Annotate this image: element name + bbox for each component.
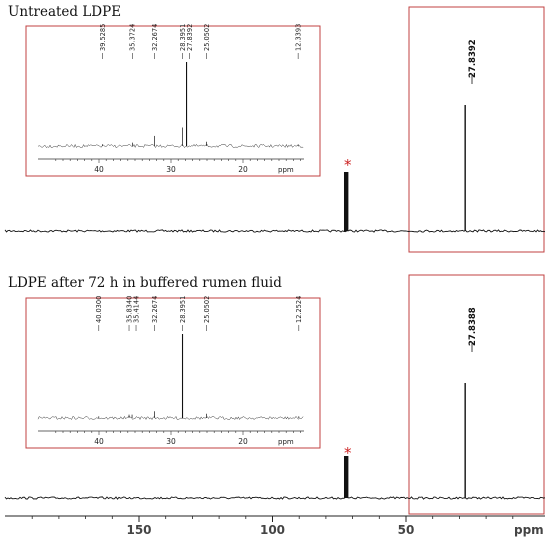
inset-peak-label: 28.3951 xyxy=(179,24,187,51)
inset-peak-label: 12.2524 xyxy=(295,296,303,323)
panel-title: LDPE after 72 h in buffered rumen fluid xyxy=(8,275,282,291)
inset-baseline xyxy=(37,143,304,149)
inset-frame xyxy=(25,297,321,449)
panel-title: Untreated LDPE xyxy=(8,4,121,20)
inset-peak-label: 32.2674 xyxy=(151,296,159,323)
starred-peak-marker: * xyxy=(344,444,352,462)
inset-frame xyxy=(25,25,321,177)
x-tick-label: 50 xyxy=(398,523,415,537)
x-tick-label: 150 xyxy=(126,523,151,537)
inset-x-unit: ppm xyxy=(278,438,294,446)
panel-untreated: Untreated LDPE 40 30 20 ppm 39.5285 35.3724 32… xyxy=(4,4,546,253)
x-axis-ticks: 150 100 50 xyxy=(31,516,514,537)
inset-peak-label: 25.0502 xyxy=(203,24,211,51)
highlight-region-frame xyxy=(408,274,545,515)
inset-x-tick-label: 20 xyxy=(238,165,248,174)
x-axis: 150 100 50 ppm xyxy=(5,515,545,537)
inset-x-tick-label: 20 xyxy=(238,437,248,446)
highlight-region-frame xyxy=(408,6,545,253)
inset-x-tick-label: 40 xyxy=(94,437,104,446)
main-spectrum xyxy=(4,105,546,233)
inset-x-tick-label: 30 xyxy=(166,437,176,446)
main-peak-label: 27.8388 xyxy=(468,307,478,346)
starred-peak xyxy=(343,172,349,231)
starred-peak xyxy=(343,456,349,498)
inset-peak-label: 25.0502 xyxy=(203,296,211,323)
inset-peak-label: 32.2674 xyxy=(151,24,159,51)
spectrum-baseline xyxy=(4,496,546,500)
inset-spectrum: 40 30 20 ppm 40.0300 35.8340 35.4144 32.2674 28.… xyxy=(37,296,304,446)
main-spectrum xyxy=(4,383,546,500)
x-tick-label: 100 xyxy=(260,523,285,537)
inset-peak-label: 39.5285 xyxy=(99,24,107,51)
inset-peak-label: 12.3393 xyxy=(295,24,303,51)
inset-peak-label: 40.0300 xyxy=(95,296,103,323)
inset-peak-label: 28.3951 xyxy=(179,296,187,323)
inset-x-tick-label: 30 xyxy=(166,165,176,174)
x-axis-unit: ppm xyxy=(514,523,544,537)
inset-peak-label: 35.8340 xyxy=(125,296,133,323)
inset-x-unit: ppm xyxy=(278,166,294,174)
spectrum-baseline xyxy=(4,229,546,233)
panel-rumen-fluid: LDPE after 72 h in buffered rumen fluid … xyxy=(4,274,546,515)
inset-peak-label: 27.8392 xyxy=(186,24,194,51)
inset-peak-label: 35.3724 xyxy=(129,24,137,51)
starred-peak-marker: * xyxy=(344,156,352,174)
inset-baseline xyxy=(37,415,304,421)
inset-peak-label: 35.4144 xyxy=(132,296,140,323)
inset-spectrum: 40 30 20 ppm 39.5285 35.3724 32.2674 28.3951 27.… xyxy=(37,24,304,174)
main-peak-label: 27.8392 xyxy=(468,39,478,78)
inset-x-tick-label: 40 xyxy=(94,165,104,174)
